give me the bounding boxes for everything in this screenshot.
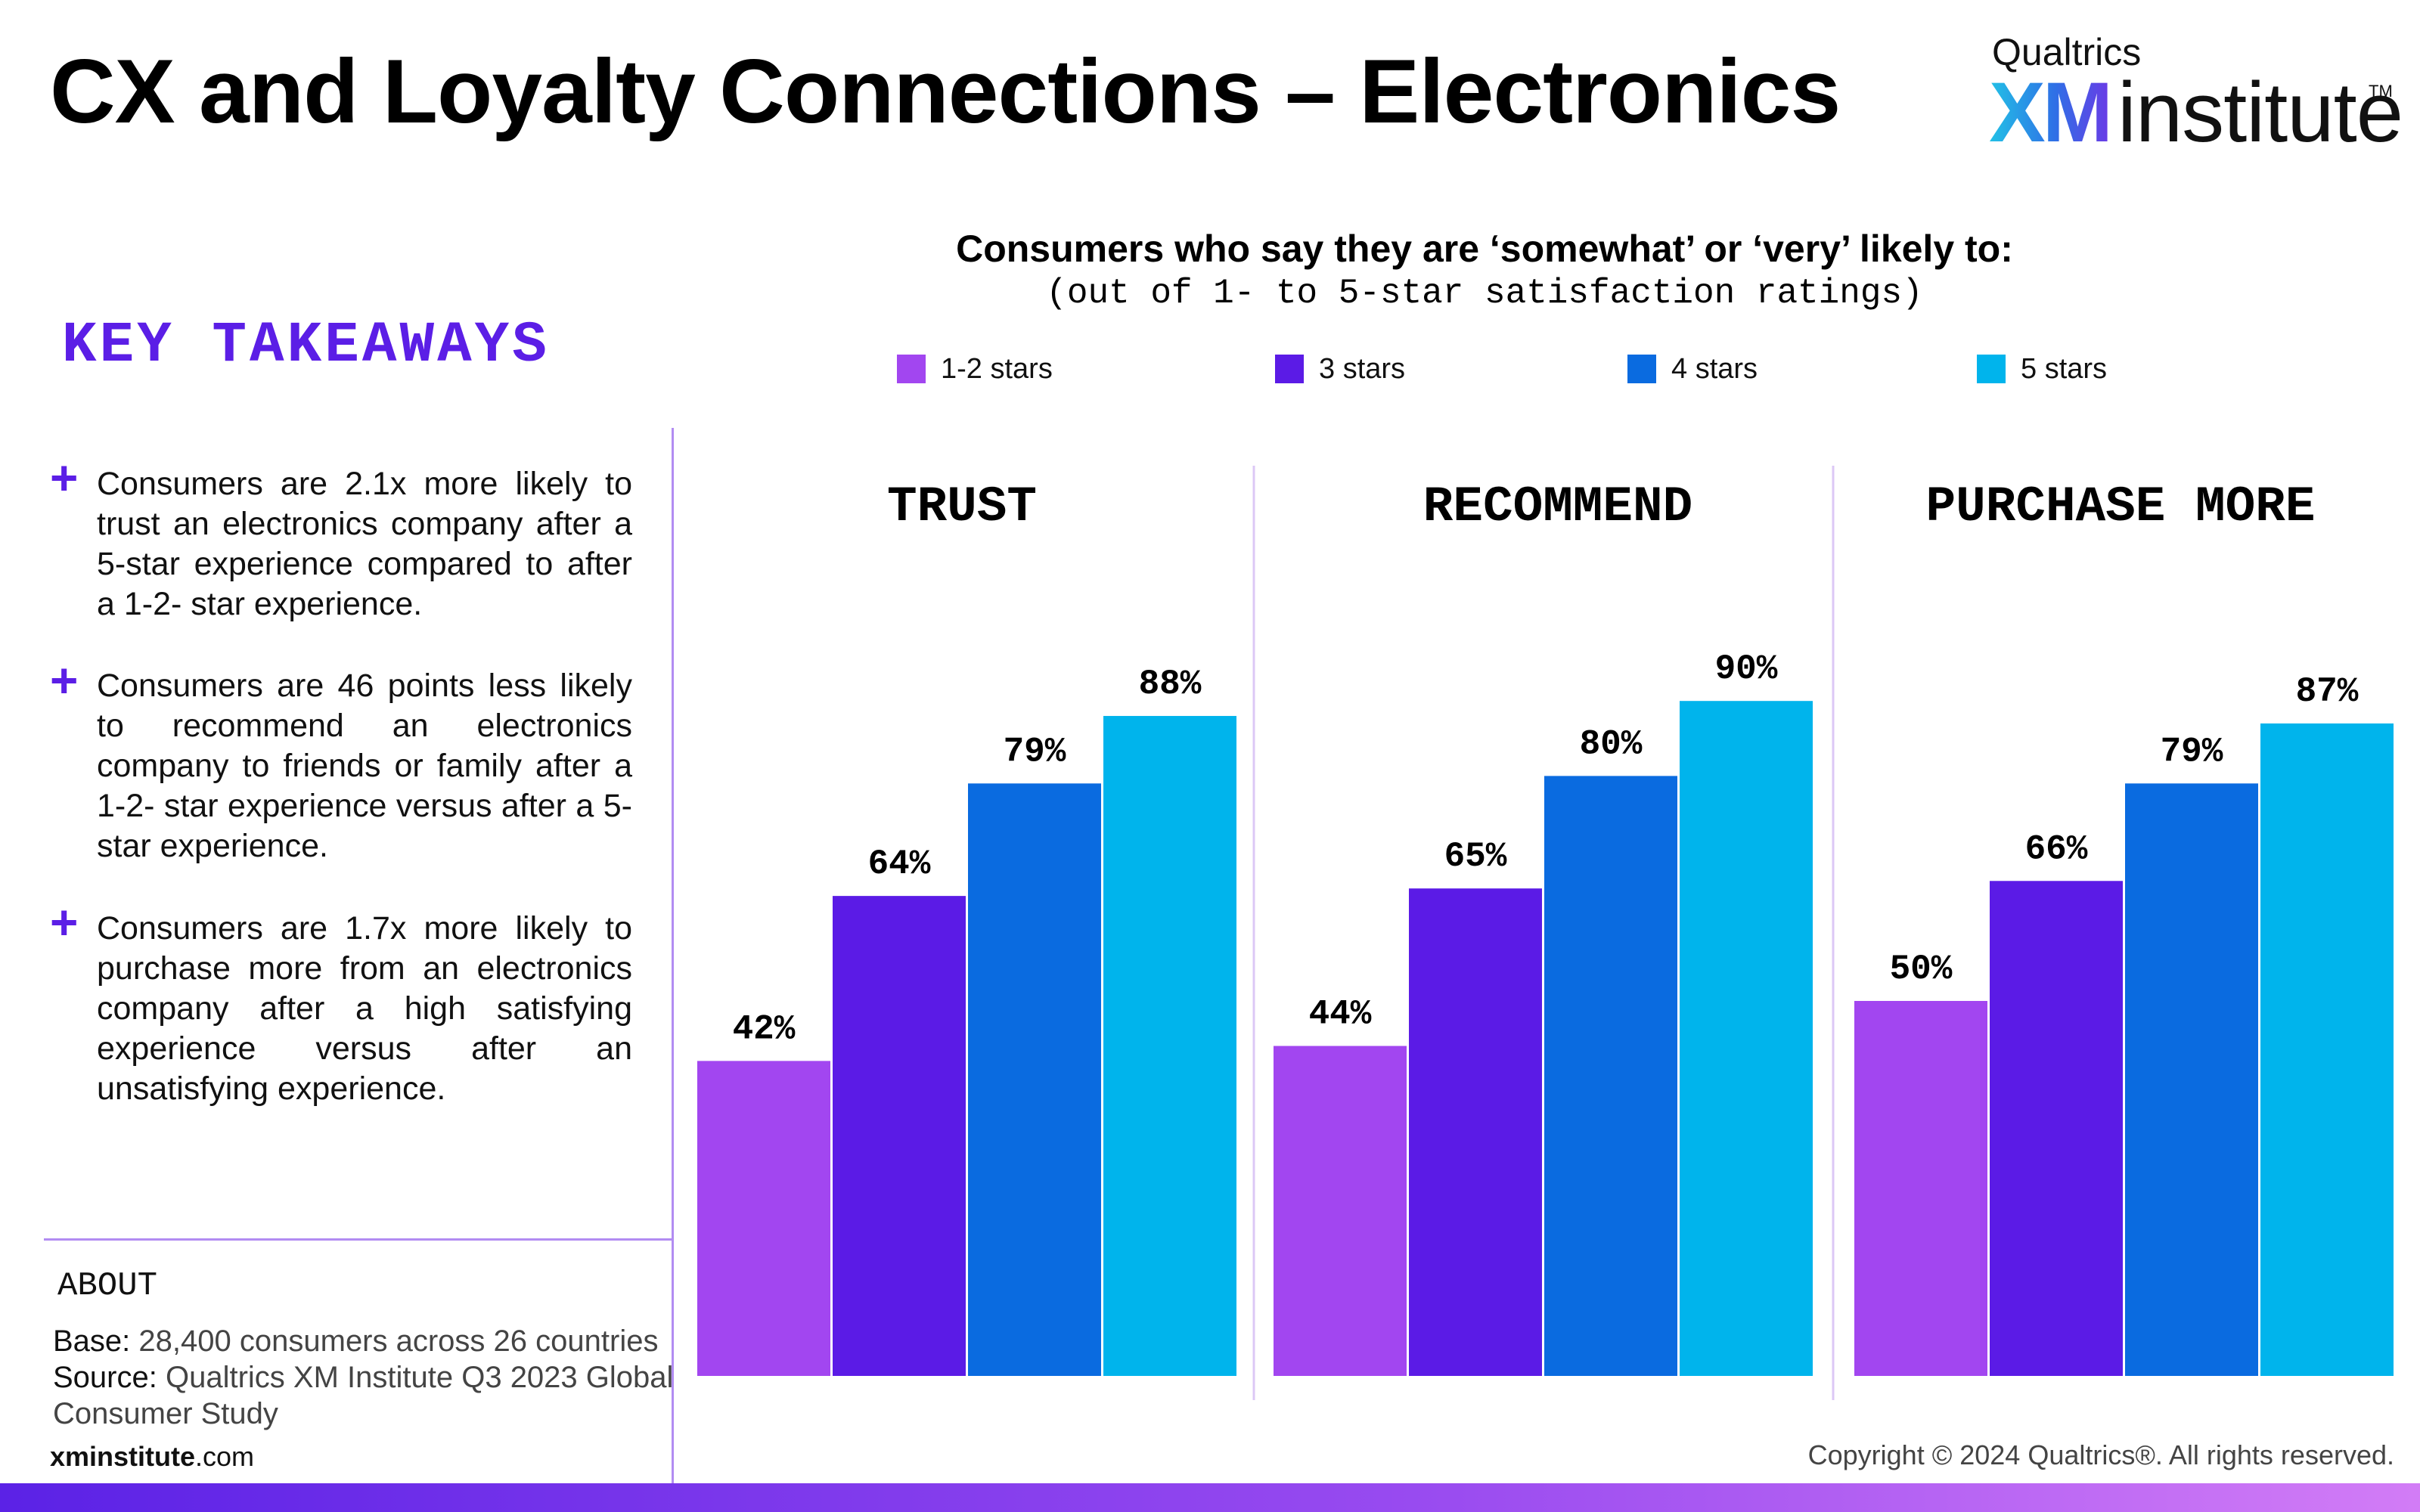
legend-swatch — [1977, 355, 2006, 383]
takeaway-item: Consumers are 2.1x more likely to trust … — [97, 466, 632, 622]
legend-swatch — [1275, 355, 1304, 383]
bar — [833, 896, 966, 1376]
bar-value-label: 64% — [868, 844, 931, 884]
plus-icon: + — [50, 653, 79, 708]
legend-label: 4 stars — [1671, 352, 1758, 385]
source-label: Source: — [53, 1361, 157, 1394]
base-label: Base: — [53, 1325, 131, 1358]
bar — [2125, 783, 2258, 1376]
source-text: Qualtrics XM Institute Q3 2023 Global — [165, 1361, 674, 1394]
logo-trademark: TM — [2369, 82, 2393, 101]
site-link[interactable]: xminstitute.com — [50, 1441, 254, 1473]
bar-value-label: 90% — [1715, 649, 1778, 689]
plus-icon: + — [50, 451, 79, 505]
bar-value-label: 88% — [1139, 665, 1202, 704]
bar — [2260, 723, 2394, 1376]
about-source-continued: Consumer Study — [53, 1397, 278, 1430]
key-takeaways-heading: KEY TAKEAWAYS — [62, 313, 550, 378]
bar — [1990, 881, 2123, 1376]
legend-label: 5 stars — [2021, 352, 2108, 385]
bar-value-label: 66% — [2025, 829, 2088, 869]
legend-item: 4 stars — [1627, 352, 1758, 386]
footer-gradient-bar — [0, 1483, 2420, 1512]
about-heading: ABOUT — [57, 1267, 158, 1305]
bar-value-label: 42% — [733, 1009, 796, 1049]
legend-item: 1-2 stars — [897, 352, 1053, 386]
page-title: CX and Loyalty Connections – Electronics — [50, 41, 1841, 142]
panel-title: PURCHASE MORE — [1926, 479, 2316, 535]
panel-title: TRUST — [887, 479, 1037, 535]
bar — [968, 783, 1101, 1376]
logo-xm: XM — [1989, 65, 2113, 160]
legend-swatch — [1627, 355, 1656, 383]
bar-value-label: 80% — [1580, 724, 1643, 764]
legend-label: 3 stars — [1319, 352, 1406, 385]
legend-item: 3 stars — [1275, 352, 1405, 386]
plus-icon: + — [50, 895, 79, 950]
panel-title: RECOMMEND — [1423, 479, 1692, 535]
chart-subtitle: (out of 1- to 5-star satisfaction rating… — [1046, 274, 1923, 313]
about-base: Base: 28,400 consumers across 26 countri… — [53, 1325, 658, 1359]
logo-company: Qualtrics — [1992, 31, 2142, 73]
bar — [1854, 1001, 1987, 1376]
bar-value-label: 50% — [1890, 950, 1953, 989]
base-text: 28,400 consumers across 26 countries — [138, 1325, 659, 1358]
bar-value-label: 44% — [1309, 995, 1372, 1034]
bar — [697, 1061, 830, 1376]
site-bold: xminstitute — [50, 1441, 196, 1472]
bar — [1274, 1046, 1407, 1376]
legend-swatch — [897, 355, 926, 383]
panel-divider-vertical — [672, 428, 674, 1486]
bar-value-label: 79% — [1004, 732, 1066, 771]
logo-institute: institute — [2118, 65, 2403, 160]
bar-value-label: 87% — [2296, 672, 2359, 711]
bar-value-label: 79% — [2161, 732, 2223, 771]
bar — [1409, 888, 1542, 1376]
copyright-text: Copyright © 2024 Qualtrics®. All rights … — [1807, 1439, 2394, 1470]
bar-value-label: 65% — [1444, 837, 1507, 876]
takeaway-item: Consumers are 1.7x more likely to purcha… — [97, 910, 632, 1107]
bar — [1103, 716, 1236, 1376]
legend-label: 1-2 stars — [941, 352, 1053, 385]
legend-item: 5 stars — [1977, 352, 2107, 386]
bar — [1680, 701, 1813, 1376]
about-source: Source: Qualtrics XM Institute Q3 2023 G… — [53, 1361, 673, 1395]
bar — [1544, 776, 1677, 1376]
chart-title: Consumers who say they are ‘somewhat’ or… — [956, 228, 2013, 270]
qualtrics-xm-institute-logo: Qualtrics XM institute TM — [1989, 30, 2403, 160]
panel-divider-horizontal — [44, 1238, 672, 1241]
takeaway-item: Consumers are 46 points less likely to r… — [97, 668, 632, 864]
site-rest: .com — [195, 1441, 255, 1472]
